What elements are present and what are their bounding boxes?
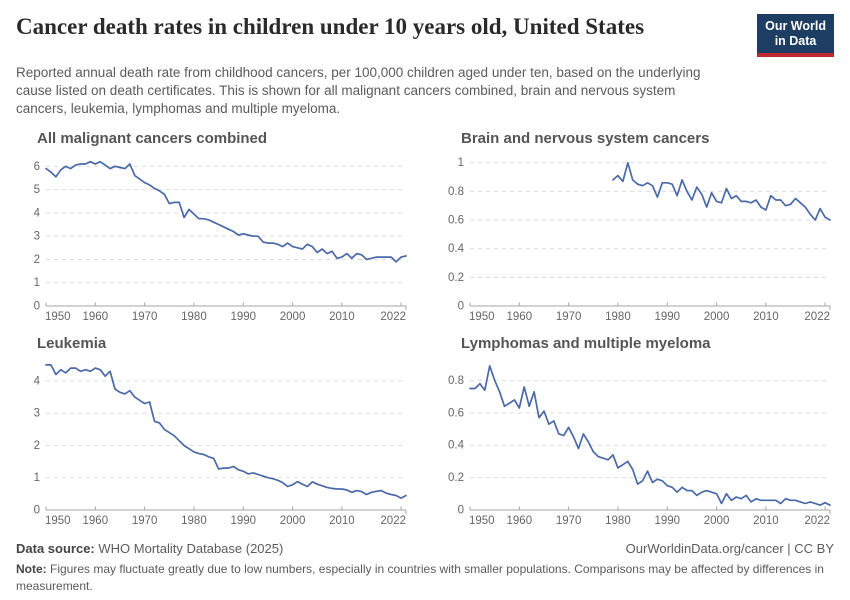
svg-text:2000: 2000 (280, 311, 306, 323)
panel-title-brain-nervous: Brain and nervous system cancers (461, 129, 710, 147)
svg-text:1960: 1960 (507, 311, 533, 323)
svg-text:6: 6 (34, 160, 40, 172)
svg-text:1950: 1950 (45, 515, 71, 527)
svg-text:1: 1 (458, 157, 464, 169)
svg-text:0.4: 0.4 (448, 243, 465, 255)
panel-brain-nervous: Brain and nervous system cancers 0 0.2 0.4… (440, 128, 834, 327)
chart-footer: Data source: WHO Mortality Database (202… (16, 541, 834, 593)
line-chart-leukemia: 0 1 2 3 4 1950 1960 1970 1980 1990 2000 2010 2022 (34, 364, 407, 527)
svg-text:1970: 1970 (556, 311, 582, 323)
panel-all-malignant: All malignant cancers combined 0 1 2 3 4 5 6 19… (16, 128, 410, 327)
svg-text:3: 3 (34, 230, 40, 242)
svg-text:0.2: 0.2 (448, 472, 464, 484)
panel-leukemia: Leukemia 0 1 2 3 4 1950 1960 1970 1980 1990 2000 20… (16, 333, 410, 532)
owid-logo: Our World in Data (757, 14, 834, 57)
svg-text:4: 4 (34, 376, 41, 388)
svg-text:1970: 1970 (132, 311, 158, 323)
line-chart-all-malignant: 0 1 2 3 4 5 6 1950 1960 1970 1980 1990 2000 2010 2022 (34, 160, 407, 323)
svg-text:2010: 2010 (329, 311, 355, 323)
svg-text:1980: 1980 (181, 311, 207, 323)
svg-text:1950: 1950 (469, 515, 495, 527)
panel-title-lymphomas: Lymphomas and multiple myeloma (461, 334, 711, 352)
svg-text:1990: 1990 (654, 311, 680, 323)
svg-text:0.6: 0.6 (448, 214, 464, 226)
data-source: Data source: WHO Mortality Database (202… (16, 541, 283, 556)
svg-text:2022: 2022 (380, 515, 406, 527)
svg-text:0: 0 (458, 300, 464, 312)
license-link[interactable]: OurWorldinData.org/cancer | CC BY (625, 541, 834, 557)
svg-text:1980: 1980 (181, 515, 207, 527)
owid-logo-line2: in Data (774, 34, 817, 48)
svg-text:0.4: 0.4 (448, 440, 465, 452)
svg-text:1950: 1950 (45, 311, 71, 323)
svg-text:1: 1 (34, 277, 40, 289)
svg-text:1950: 1950 (469, 311, 495, 323)
svg-text:1990: 1990 (230, 515, 256, 527)
charts-grid: All malignant cancers combined 0 1 2 3 4 5 6 19… (16, 128, 834, 532)
panel-title-leukemia: Leukemia (37, 334, 107, 352)
svg-text:1960: 1960 (83, 311, 109, 323)
svg-text:0.8: 0.8 (448, 375, 464, 387)
panel-lymphomas: Lymphomas and multiple myeloma 0 0.2 0.4 0.… (440, 333, 834, 532)
footnote-label: Note: (16, 562, 47, 577)
svg-text:0.6: 0.6 (448, 408, 464, 420)
svg-text:2022: 2022 (804, 311, 830, 323)
svg-text:1990: 1990 (230, 311, 256, 323)
svg-text:1970: 1970 (132, 515, 158, 527)
svg-text:2022: 2022 (804, 515, 830, 527)
svg-text:1: 1 (34, 473, 40, 485)
svg-text:0: 0 (34, 505, 40, 517)
svg-text:2022: 2022 (380, 311, 406, 323)
svg-text:0: 0 (458, 505, 464, 517)
svg-text:2000: 2000 (704, 515, 730, 527)
svg-text:2: 2 (34, 254, 40, 266)
svg-text:2010: 2010 (329, 515, 355, 527)
svg-text:1970: 1970 (556, 515, 582, 527)
svg-text:4: 4 (34, 207, 41, 219)
line-chart-brain-nervous: 0 0.2 0.4 0.6 0.8 1 1950 1960 1970 1980 1990 2000 20… (448, 157, 831, 323)
line-chart-lymphomas: 0 0.2 0.4 0.6 0.8 1950 1960 1970 1980 1990 2000 201… (448, 365, 831, 527)
svg-text:1980: 1980 (605, 515, 631, 527)
svg-text:2010: 2010 (753, 311, 779, 323)
svg-text:0: 0 (34, 300, 40, 312)
svg-text:0.8: 0.8 (448, 185, 464, 197)
svg-text:5: 5 (34, 184, 40, 196)
chart-subtitle: Reported annual death rate from childhoo… (16, 65, 701, 116)
svg-text:1980: 1980 (605, 311, 631, 323)
svg-text:2000: 2000 (280, 515, 306, 527)
footnote: Note: Figures may fluctuate greatly due … (16, 561, 834, 593)
footnote-text: Figures may fluctuate greatly due to low… (16, 562, 824, 593)
data-source-label: Data source: (16, 541, 95, 557)
data-source-text: WHO Mortality Database (2025) (98, 541, 284, 557)
svg-text:1990: 1990 (654, 515, 680, 527)
page-title: Cancer death rates in children under 10 … (16, 14, 645, 39)
panel-title-all-malignant: All malignant cancers combined (37, 129, 268, 147)
svg-text:2000: 2000 (704, 311, 730, 323)
svg-text:1960: 1960 (507, 515, 533, 527)
svg-text:0.2: 0.2 (448, 271, 464, 283)
owid-logo-line1: Our World (765, 19, 826, 33)
svg-text:2: 2 (34, 440, 40, 452)
svg-text:2010: 2010 (753, 515, 779, 527)
svg-text:3: 3 (34, 408, 40, 420)
chart-header: Cancer death rates in children under 10 … (16, 12, 834, 118)
svg-text:1960: 1960 (83, 515, 109, 527)
